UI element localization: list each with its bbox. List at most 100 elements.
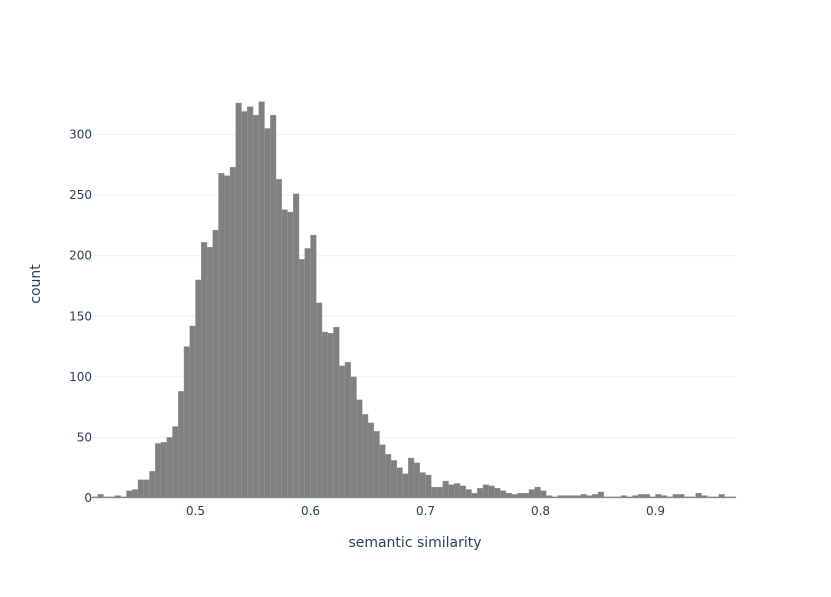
histogram-bar xyxy=(517,492,524,499)
histogram-bar xyxy=(534,486,541,499)
x-tick-label: 0.5 xyxy=(186,504,205,518)
y-axis-title: count xyxy=(28,264,44,304)
histogram-bar xyxy=(264,128,271,499)
y-tick-label: 300 xyxy=(69,128,92,142)
histogram-bar xyxy=(448,484,455,499)
histogram-bar xyxy=(229,167,236,499)
histogram-bar xyxy=(224,175,231,499)
histogram-bar xyxy=(310,234,317,499)
histogram-bar xyxy=(258,101,265,499)
histogram-bar xyxy=(643,494,650,499)
histogram-bar xyxy=(402,473,409,499)
histogram-bar xyxy=(178,391,185,499)
histogram-bar xyxy=(155,443,162,499)
y-axis-ticks: 0 50 100 150 200 250 300 xyxy=(69,128,92,505)
histogram-bar xyxy=(316,302,323,499)
histogram-bar xyxy=(206,246,213,499)
histogram-bar xyxy=(655,494,662,499)
x-tick-label: 0.8 xyxy=(531,504,550,518)
histogram-bar xyxy=(580,494,587,499)
y-tick-label: 100 xyxy=(69,370,92,384)
histogram-bar xyxy=(620,495,627,499)
histogram-bars xyxy=(91,101,737,499)
histogram-bar xyxy=(252,114,259,499)
histogram-bar xyxy=(126,490,133,499)
y-tick-label: 150 xyxy=(69,309,92,323)
y-tick-label: 200 xyxy=(69,249,92,263)
histogram-bar xyxy=(327,333,334,499)
histogram-bar xyxy=(626,496,633,499)
histogram-bar xyxy=(592,494,599,499)
histogram-bar xyxy=(454,483,461,499)
histogram-bar xyxy=(477,488,484,499)
histogram-bar xyxy=(707,496,714,499)
histogram-bar xyxy=(385,454,392,499)
histogram-bar xyxy=(247,106,254,499)
x-tick-label: 0.6 xyxy=(301,504,320,518)
histogram-bar xyxy=(528,489,535,499)
histogram-bar xyxy=(540,490,547,499)
histogram-bar xyxy=(189,325,196,499)
histogram-bar xyxy=(632,495,639,499)
histogram-bar xyxy=(339,365,346,499)
histogram-bar xyxy=(390,460,397,499)
histogram-bar xyxy=(661,495,668,499)
histogram-bar xyxy=(183,346,190,499)
histogram-bar xyxy=(436,486,443,499)
histogram-bar xyxy=(408,457,415,499)
histogram-bar xyxy=(603,496,610,499)
y-tick-label: 50 xyxy=(77,430,92,444)
histogram-bar xyxy=(298,259,305,499)
histogram-bar xyxy=(609,496,616,499)
histogram-bar xyxy=(103,496,110,499)
histogram-bar xyxy=(137,479,144,499)
histogram-bar xyxy=(367,422,374,499)
histogram-bar xyxy=(523,492,530,499)
histogram-bar xyxy=(459,485,466,499)
histogram-bar xyxy=(557,495,564,499)
histogram-bar xyxy=(431,486,438,499)
histogram-bar xyxy=(712,496,719,499)
histogram-bar xyxy=(114,495,121,499)
histogram-bar xyxy=(321,331,328,499)
histogram-bar xyxy=(546,495,553,499)
histogram-bar xyxy=(396,467,403,499)
histogram-bar xyxy=(356,399,363,499)
histogram-bar xyxy=(201,242,208,499)
histogram-bar xyxy=(494,488,501,499)
histogram-bar xyxy=(281,209,288,499)
histogram-bar xyxy=(373,431,380,499)
histogram-bar xyxy=(91,496,98,499)
histogram-bar xyxy=(505,492,512,499)
histogram-bar xyxy=(149,471,156,499)
histogram-bar xyxy=(695,492,702,499)
histogram-bar xyxy=(419,472,426,499)
x-axis-ticks: 0.5 0.6 0.7 0.8 0.9 xyxy=(186,504,665,518)
histogram-bar xyxy=(551,496,558,499)
histogram-bar xyxy=(287,211,294,499)
histogram-bar xyxy=(304,248,311,499)
histogram-bar xyxy=(597,491,604,499)
histogram-bar xyxy=(241,111,248,499)
histogram-bar xyxy=(701,495,708,499)
histogram-bar xyxy=(362,414,369,499)
histogram-bar xyxy=(500,490,507,499)
histogram-bar xyxy=(270,114,277,499)
histogram-bar xyxy=(235,102,242,499)
histogram-bar xyxy=(143,479,150,499)
histogram-bar xyxy=(574,495,581,499)
histogram-bar xyxy=(684,496,691,499)
histogram-bar xyxy=(344,362,351,499)
histogram-bar xyxy=(212,230,219,499)
histogram-bar xyxy=(442,480,449,499)
histogram-bar xyxy=(649,496,656,499)
histogram-bar xyxy=(97,494,104,499)
histogram-bar xyxy=(218,173,225,499)
histogram-bar xyxy=(166,437,173,499)
histogram-bar xyxy=(615,496,622,499)
histogram-bar xyxy=(724,496,731,499)
histogram-bar xyxy=(172,426,179,499)
histogram-bar xyxy=(482,484,489,499)
y-tick-label: 250 xyxy=(69,188,92,202)
